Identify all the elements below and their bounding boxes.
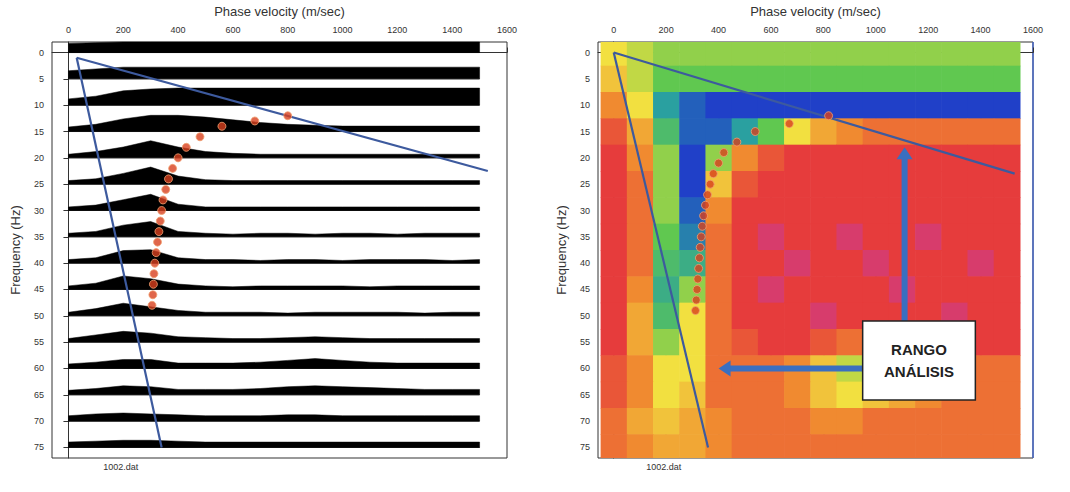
svg-text:1002.dat: 1002.dat <box>103 462 139 472</box>
svg-text:70: 70 <box>580 416 590 426</box>
svg-text:30: 30 <box>34 206 44 216</box>
svg-text:35: 35 <box>34 232 44 242</box>
svg-text:40: 40 <box>34 258 44 268</box>
svg-text:45: 45 <box>580 284 590 294</box>
svg-text:15: 15 <box>34 127 44 137</box>
svg-text:1400: 1400 <box>971 25 991 35</box>
svg-text:75: 75 <box>34 442 44 452</box>
svg-text:1000: 1000 <box>333 25 353 35</box>
svg-text:70: 70 <box>34 416 44 426</box>
svg-text:600: 600 <box>763 25 778 35</box>
svg-text:60: 60 <box>580 363 590 373</box>
svg-text:400: 400 <box>171 25 186 35</box>
svg-text:800: 800 <box>280 25 295 35</box>
svg-text:ANÁLISIS: ANÁLISIS <box>884 363 954 380</box>
svg-text:200: 200 <box>116 25 131 35</box>
svg-text:55: 55 <box>580 337 590 347</box>
svg-text:15: 15 <box>580 127 590 137</box>
svg-text:30: 30 <box>580 206 590 216</box>
svg-text:60: 60 <box>34 363 44 373</box>
svg-text:600: 600 <box>225 25 240 35</box>
svg-text:10: 10 <box>580 100 590 110</box>
svg-text:45: 45 <box>34 284 44 294</box>
svg-text:RANGO: RANGO <box>891 341 947 358</box>
svg-text:1000: 1000 <box>866 25 886 35</box>
svg-text:10: 10 <box>34 100 44 110</box>
svg-text:20: 20 <box>34 153 44 163</box>
svg-text:5: 5 <box>585 74 590 84</box>
svg-text:1200: 1200 <box>918 25 938 35</box>
svg-text:Frequency (Hz): Frequency (Hz) <box>8 205 23 295</box>
svg-text:Frequency (Hz): Frequency (Hz) <box>554 205 569 295</box>
svg-text:50: 50 <box>580 311 590 321</box>
svg-text:0: 0 <box>585 48 590 58</box>
svg-text:20: 20 <box>580 153 590 163</box>
svg-text:75: 75 <box>580 442 590 452</box>
svg-text:50: 50 <box>34 311 44 321</box>
svg-text:0: 0 <box>611 25 616 35</box>
svg-text:0: 0 <box>66 25 71 35</box>
svg-text:55: 55 <box>34 337 44 347</box>
svg-text:1200: 1200 <box>387 25 407 35</box>
svg-text:5: 5 <box>39 74 44 84</box>
svg-text:Phase velocity (m/sec): Phase velocity (m/sec) <box>750 4 881 19</box>
svg-text:1400: 1400 <box>442 25 462 35</box>
svg-text:800: 800 <box>816 25 831 35</box>
svg-text:0: 0 <box>39 48 44 58</box>
svg-text:200: 200 <box>659 25 674 35</box>
svg-text:65: 65 <box>580 390 590 400</box>
svg-text:40: 40 <box>580 258 590 268</box>
svg-text:1600: 1600 <box>1023 25 1043 35</box>
svg-text:1002.dat: 1002.dat <box>646 462 682 472</box>
svg-text:400: 400 <box>711 25 726 35</box>
svg-text:65: 65 <box>34 390 44 400</box>
svg-text:Phase velocity (m/sec): Phase velocity (m/sec) <box>214 4 345 19</box>
svg-text:25: 25 <box>580 179 590 189</box>
svg-text:35: 35 <box>580 232 590 242</box>
svg-text:1600: 1600 <box>497 25 517 35</box>
svg-text:25: 25 <box>34 179 44 189</box>
